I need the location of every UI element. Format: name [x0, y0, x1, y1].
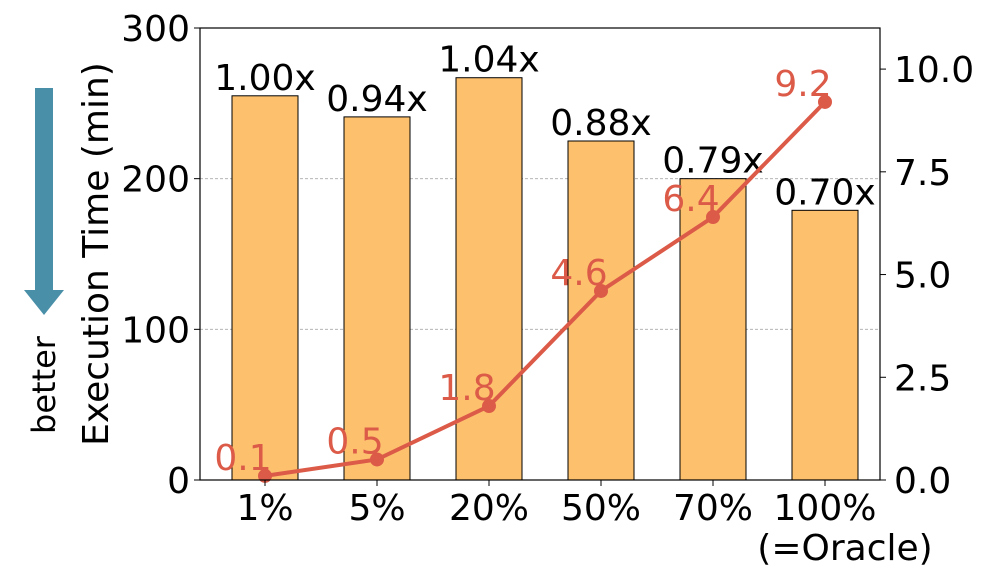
y2-tick-label: 2.5 [894, 358, 951, 399]
plot-frame [199, 27, 881, 481]
bar [455, 77, 523, 481]
y-tick-label: 100 [121, 310, 190, 351]
bar [231, 95, 299, 481]
bar-annotation: 0.79x [662, 141, 763, 182]
bar-annotation: 1.00x [214, 58, 315, 99]
line-point [594, 283, 608, 298]
y2-tick-label: 0.0 [894, 461, 951, 502]
x-tick-label: 100% (=Oracle) [757, 488, 932, 569]
line-label: 0.1 [214, 438, 271, 479]
x-tick-label: 70% [673, 488, 753, 529]
x-tick-label: 5% [348, 488, 405, 529]
bar-annotation: 1.04x [438, 40, 539, 81]
line-label: 9.2 [774, 64, 831, 105]
bar-annotation: 0.70x [774, 172, 875, 213]
bar [791, 209, 859, 481]
y-tick-label: 300 [121, 9, 190, 50]
line-point [258, 468, 272, 483]
annotation: better [25, 335, 63, 434]
line [264, 100, 827, 478]
bar [343, 116, 411, 481]
bar [567, 140, 635, 481]
x-tick-label: 1% [236, 488, 293, 529]
line-point [482, 399, 496, 414]
line-label: 6.4 [662, 179, 719, 220]
y2-tick-label: 10.0 [894, 50, 974, 91]
line-point [370, 452, 384, 467]
x-tick-label: 20% [449, 488, 529, 529]
line-label: 0.5 [326, 421, 383, 462]
bar-annotation: 0.88x [550, 103, 651, 144]
y2-tick-label: 7.5 [894, 153, 951, 194]
y-tick-label: 0 [167, 461, 190, 502]
better-arrow [24, 88, 64, 315]
bar [679, 178, 747, 481]
line-label: 1.8 [438, 368, 495, 409]
y2-tick-label: 5.0 [894, 256, 951, 297]
y-tick-label: 200 [121, 160, 190, 201]
line-point [818, 94, 832, 109]
x-tick-label: 50% [561, 488, 641, 529]
bar-annotation: 0.94x [326, 79, 427, 120]
line-point [706, 210, 720, 225]
y-axis-label: Execution Time (min) [76, 62, 117, 446]
line-label: 4.6 [550, 253, 607, 294]
